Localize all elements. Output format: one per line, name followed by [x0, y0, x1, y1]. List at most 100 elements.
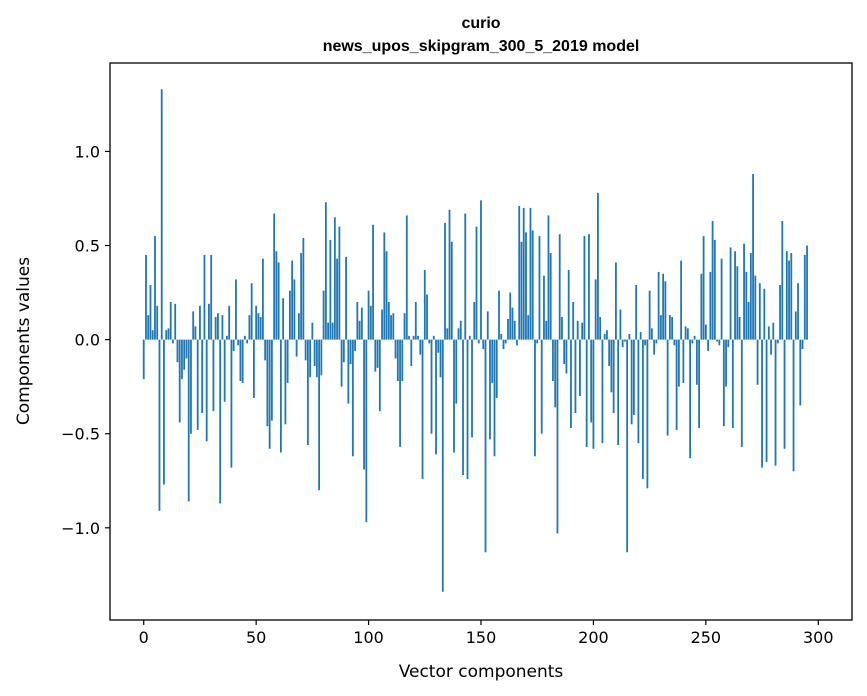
bar-176: [538, 236, 541, 340]
bar-237: [675, 339, 678, 430]
bar-281: [774, 339, 777, 466]
bar-73: [306, 339, 309, 445]
bar-188: [565, 339, 568, 374]
bar-89: [342, 339, 345, 363]
bar-44: [241, 339, 244, 383]
bar-64: [286, 339, 289, 383]
bar-97: [360, 307, 363, 340]
bar-22: [192, 311, 195, 340]
x-tick-label: 300: [803, 628, 834, 647]
bar-57: [270, 339, 273, 421]
bar-151: [482, 339, 485, 350]
bar-114: [399, 339, 401, 447]
bar-201: [594, 279, 597, 340]
bars-group: [142, 89, 808, 592]
chart-title: curio: [461, 15, 500, 32]
bar-285: [783, 339, 786, 449]
bar-47: [248, 315, 251, 340]
bar-196: [583, 236, 586, 340]
bar-236: [673, 339, 676, 346]
bar-27: [203, 254, 206, 340]
bar-269: [747, 301, 750, 340]
bar-29: [208, 303, 210, 340]
bar-117: [405, 215, 408, 340]
bar-8: [160, 89, 163, 340]
bar-94: [354, 339, 356, 351]
bar-204: [601, 339, 604, 444]
bar-34: [219, 339, 222, 504]
bar-127: [428, 339, 431, 344]
bar-87: [338, 226, 341, 340]
bar-219: [635, 285, 638, 340]
y-axis-label: Components values: [14, 257, 34, 425]
bar-77: [315, 339, 318, 378]
bar-130: [435, 339, 437, 455]
bar-159: [500, 333, 503, 340]
bar-235: [671, 317, 674, 340]
bar-232: [664, 281, 667, 340]
bar-174: [534, 339, 536, 457]
bar-168: [520, 241, 523, 340]
bar-13: [172, 339, 174, 344]
bar-230: [659, 315, 662, 340]
bar-284: [781, 221, 784, 340]
bar-52: [259, 317, 262, 340]
bar-226: [650, 328, 653, 340]
bar-86: [336, 258, 338, 340]
bar-165: [513, 320, 516, 340]
bar-95: [356, 301, 359, 340]
bar-224: [646, 339, 649, 489]
bar-19: [185, 339, 188, 359]
bar-272: [754, 275, 757, 340]
bar-198: [588, 234, 590, 340]
bar-71: [302, 238, 305, 340]
x-tick-label: 50: [246, 628, 266, 647]
bar-143: [464, 213, 467, 340]
bar-256: [718, 339, 721, 346]
bar-32: [214, 317, 217, 340]
y-tick-label: 0.0: [75, 331, 100, 350]
bar-175: [536, 339, 539, 344]
bar-126: [426, 294, 428, 340]
bar-238: [677, 339, 680, 387]
bar-265: [738, 317, 741, 340]
bar-122: [417, 335, 419, 340]
bar-251: [707, 339, 709, 351]
bar-41: [235, 279, 237, 340]
bar-67: [293, 279, 296, 340]
bar-24: [196, 339, 199, 430]
bar-98: [363, 339, 365, 470]
bar-26: [201, 339, 204, 414]
bar-42: [237, 339, 240, 346]
bar-79: [320, 339, 323, 376]
bar-184: [556, 339, 559, 534]
bar-291: [797, 283, 799, 340]
bar-193: [576, 320, 579, 340]
bar-167: [518, 206, 521, 340]
bar-50: [255, 305, 258, 340]
bar-115: [401, 339, 404, 382]
bar-182: [552, 339, 554, 382]
bar-84: [331, 322, 334, 340]
bar-36: [223, 339, 226, 402]
bar-221: [639, 332, 642, 340]
bar-158: [498, 290, 500, 340]
bar-263: [734, 251, 736, 340]
bar-287: [788, 260, 790, 340]
bar-215: [626, 339, 629, 553]
bar-209: [612, 339, 615, 414]
bar-190: [570, 339, 572, 429]
bar-150: [480, 200, 482, 340]
bar-160: [502, 339, 505, 350]
bar-0: [142, 339, 145, 380]
bar-18: [183, 339, 186, 370]
bar-78: [318, 339, 321, 491]
bar-55: [266, 339, 269, 427]
bar-33: [217, 313, 219, 340]
bar-270: [749, 253, 752, 340]
bar-277: [765, 339, 768, 462]
x-tick-label: 0: [139, 628, 149, 647]
bar-280: [772, 322, 775, 340]
bar-68: [295, 339, 298, 357]
bar-2: [147, 315, 150, 340]
